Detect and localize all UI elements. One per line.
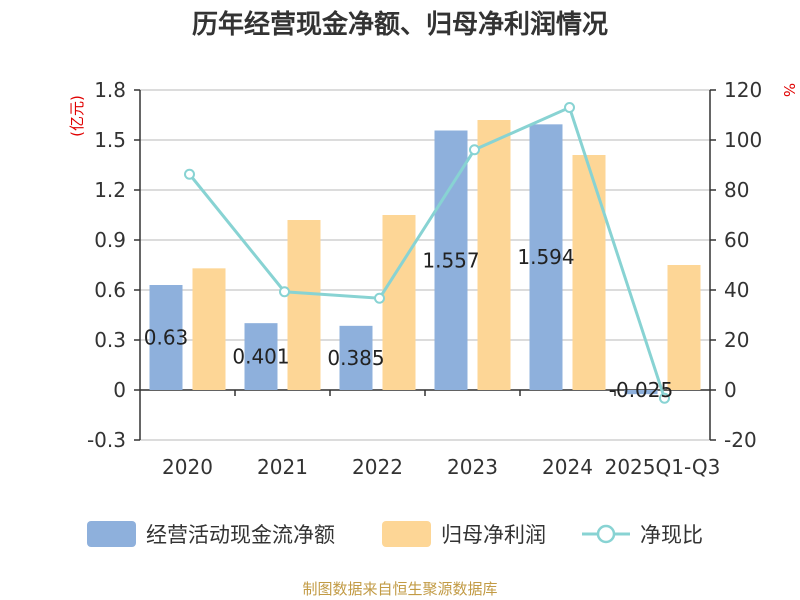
ratio-point <box>184 168 195 180</box>
bar-cash-flow <box>149 285 183 390</box>
legend-label-net-profit[interactable]: 归母净利润 <box>441 523 546 547</box>
source-note: 制图数据来自恒生聚源数据库 <box>302 580 497 598</box>
x-tick-label: 2022 <box>352 455 403 479</box>
data-labels: 0.63 0.401 0.385 1.557 1.594 -0.025 <box>144 245 674 402</box>
right-tick-label: 40 <box>724 278 749 302</box>
x-tick-label: 2023 <box>447 455 498 479</box>
data-label: 0.63 <box>144 326 189 350</box>
ratio-point <box>279 286 290 298</box>
data-label: 1.594 <box>517 245 574 269</box>
right-tick-label: 0 <box>724 378 737 402</box>
bar-cash-flow <box>624 390 658 395</box>
right-tick-label: 120 <box>724 78 762 102</box>
right-tick-label: 60 <box>724 228 749 252</box>
ratio-point <box>469 144 480 156</box>
ratio-point <box>659 392 670 404</box>
legend[interactable]: 经营活动现金流净额 归母净利润 净现比 <box>87 521 703 547</box>
legend-label-ratio[interactable]: 净现比 <box>640 523 703 547</box>
right-axis-unit: % <box>780 83 798 97</box>
left-tick-label: 0.6 <box>94 278 126 302</box>
right-tick-label: -20 <box>724 428 757 452</box>
legend-marker-ratio[interactable] <box>596 524 616 544</box>
axes: -0.3 0 0.3 0.6 0.9 1.2 1.5 1.8 -20 0 20 40 60 80 100 12… <box>68 78 798 479</box>
left-axis-unit: (亿元) <box>68 95 86 137</box>
ratio-line-path <box>188 105 666 399</box>
legend-swatch-net-profit[interactable] <box>382 521 431 547</box>
x-tick-label: 2020 <box>162 455 213 479</box>
bar-net-profit <box>382 215 416 390</box>
left-tick-label: 1.8 <box>94 78 126 102</box>
bar-net-profit <box>287 220 321 390</box>
legend-swatch-cash-flow[interactable] <box>87 521 136 547</box>
right-tick-label: 20 <box>724 328 749 352</box>
x-tick-label: 2024 <box>542 455 593 479</box>
data-label: -0.025 <box>609 378 673 402</box>
bar-cash-flow <box>434 130 468 390</box>
left-tick-label: 0.9 <box>94 228 126 252</box>
ratio-point <box>564 102 575 113</box>
data-label: 0.385 <box>327 346 384 370</box>
data-label: 0.401 <box>232 345 289 369</box>
ratio-line <box>184 102 670 404</box>
bar-cash-flow <box>529 124 563 390</box>
legend-label-cash-flow[interactable]: 经营活动现金流净额 <box>146 523 335 547</box>
bar-net-profit <box>192 268 226 390</box>
bar-cash-flow <box>244 323 278 390</box>
right-tick-label: 100 <box>724 128 762 152</box>
right-tick-label: 80 <box>724 178 749 202</box>
bar-cash-flow <box>339 325 373 390</box>
bars <box>149 120 701 395</box>
bar-net-profit <box>667 265 701 390</box>
left-tick-label: 0.3 <box>94 328 126 352</box>
left-tick-label: 1.5 <box>94 128 126 152</box>
bar-net-profit <box>477 120 511 390</box>
ratio-point <box>374 292 385 304</box>
left-tick-label: 0 <box>113 378 126 402</box>
bar-net-profit <box>572 155 606 390</box>
left-tick-label: -0.3 <box>87 428 126 452</box>
data-label: 1.557 <box>422 248 479 272</box>
x-tick-label: 2025Q1-Q3 <box>605 455 721 479</box>
chart-title: 历年经营现金净额、归母净利润情况 <box>192 9 608 40</box>
left-tick-label: 1.2 <box>94 178 126 202</box>
x-tick-label: 2021 <box>257 455 308 479</box>
